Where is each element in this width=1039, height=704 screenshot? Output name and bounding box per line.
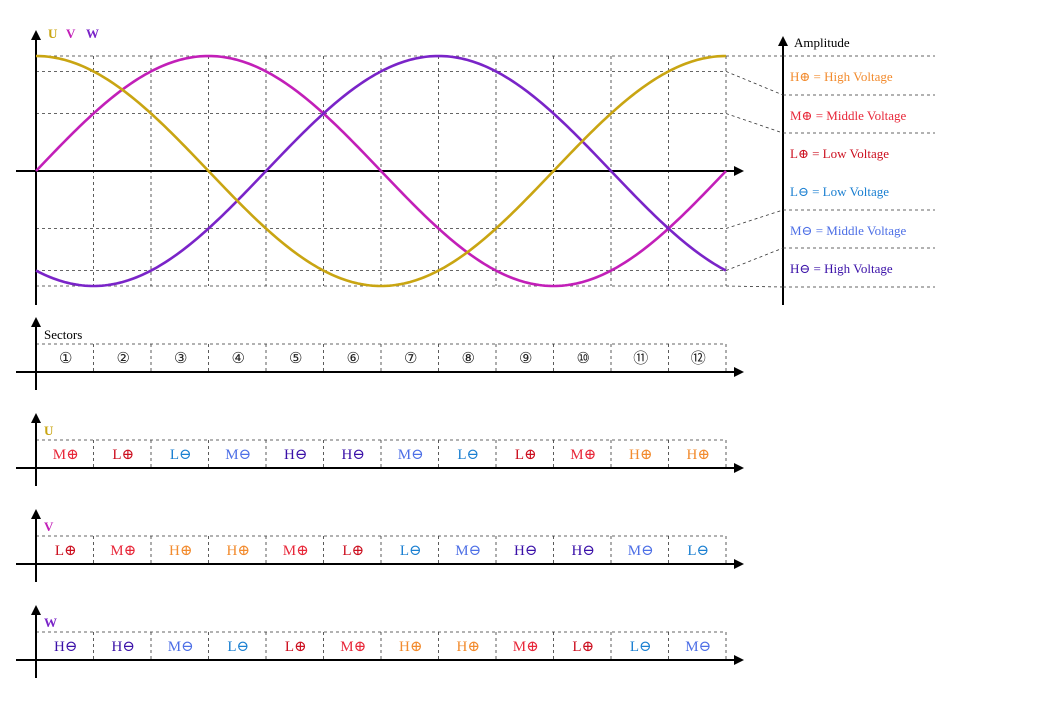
cell-10: M⊕ [570,447,596,463]
cell-8: ⑧ [462,351,475,367]
cell-11: ⑪ [633,350,648,367]
waveform-w [35,54,727,288]
cell-1: L⊕ [55,543,77,559]
legend-item-L-pos: L⊕ = Low Voltage [790,146,889,161]
cell-5: ⑤ [289,351,302,367]
legend-item-H-neg: H⊖ = High Voltage [790,261,893,276]
phase-row-label: W [44,615,57,630]
legend-item-H-pos: H⊕ = High Voltage [790,69,893,84]
cell-3: L⊖ [170,447,192,463]
amplitude-legend: H⊕ = High Voltage M⊕ = Middle Voltage L⊕ =… [725,55,935,288]
phase-label-w: W [86,26,99,41]
cell-5: H⊖ [284,447,307,463]
phase-row-label: V [44,519,54,534]
phase-row-w: H⊖ H⊖ M⊖ L⊖ L⊕ M⊕ H⊕ H⊕ M⊕ L⊕ L⊖ M⊖ W [16,605,744,678]
legend-connector [725,285,784,288]
waveform-v [35,54,727,288]
legend-connector [725,71,784,96]
sector-cells: ① ② ③ ④ ⑤ ⑥ ⑦ ⑧ ⑨ ⑩ ⑪ ⑫ [16,317,744,390]
cell-1: M⊕ [53,447,79,463]
cell-2: H⊖ [112,639,135,655]
cell-5: L⊕ [285,639,307,655]
waveform-curves [35,54,727,288]
cell-4: L⊖ [227,639,249,655]
legend-item-M-pos: M⊕ = Middle Voltage [790,108,907,123]
cell-1: ① [59,351,72,367]
cell-12: ⑫ [691,350,706,367]
cell-9: L⊕ [515,447,537,463]
cell-9: ⑨ [519,351,532,367]
cell-6: ⑥ [347,351,360,367]
cell-9: H⊖ [514,543,537,559]
cell-7: L⊖ [400,543,422,559]
cell-10: ⑩ [577,351,590,367]
legend-item-M-neg: M⊖ = Middle Voltage [790,223,907,238]
cell-8: M⊖ [455,543,481,559]
cell-11: H⊕ [629,447,652,463]
cell-4: M⊖ [225,447,251,463]
cell-11: M⊖ [628,543,654,559]
waveform-axes [16,30,788,305]
cell-11: L⊖ [630,639,652,655]
cell-10: L⊕ [572,639,594,655]
phase-label-v: V [66,26,76,41]
sectors-row: Sectors ① ② ③ ④ ⑤ ⑥ ⑦ ⑧ ⑨ ⑩ ⑪ ⑫ [16,317,744,390]
sectors-label: Sectors [44,327,82,342]
legend-connector [725,209,784,229]
cell-7: ⑦ [404,351,417,367]
legend-connector [725,247,784,271]
cell-10: H⊖ [572,543,595,559]
cell-12: H⊕ [687,447,710,463]
cell-3: H⊕ [169,543,192,559]
phase-row-label: U [44,423,54,438]
cell-8: L⊖ [457,447,479,463]
amplitude-scale: Amplitude H⊕ = High Voltage M⊕ = Middle V… [725,35,935,288]
legend-connector [725,113,784,134]
cell-2: M⊕ [110,543,136,559]
cell-6: H⊖ [342,447,365,463]
phase-state-rows: M⊕ L⊕ L⊖ M⊖ H⊖ H⊖ M⊖ L⊖ L⊕ M⊕ H⊕ H⊕UL⊕ M⊕ H⊕ H⊕ M⊕ L⊕ L⊖ M… [16,413,744,678]
waveform-u [35,54,727,288]
cell-3: ③ [174,351,187,367]
phase-label-u: U [48,26,58,41]
cell-6: L⊕ [342,543,364,559]
cell-3: M⊖ [168,639,194,655]
amplitude-label: Amplitude [794,35,850,50]
legend-item-L-neg: L⊖ = Low Voltage [790,184,889,199]
cell-12: L⊖ [687,543,709,559]
cell-2: L⊕ [112,447,134,463]
cell-2: ② [117,351,130,367]
phase-row-v: L⊕ M⊕ H⊕ H⊕ M⊕ L⊕ L⊖ M⊖ H⊖ H⊖ M⊖ L⊖ V [16,509,744,582]
cell-1: H⊖ [54,639,77,655]
cell-4: ④ [232,351,245,367]
cell-7: H⊕ [399,639,422,655]
cell-5: M⊕ [283,543,309,559]
cell-7: M⊖ [398,447,424,463]
cell-12: M⊖ [685,639,711,655]
waveform-chart: U V W Amplitude H⊕ = High Voltage M⊕ = Mi… [16,26,935,305]
sector-row-cells: ① ② ③ ④ ⑤ ⑥ ⑦ ⑧ ⑨ ⑩ ⑪ ⑫ [16,317,744,390]
phase-row-u: M⊕ L⊕ L⊖ M⊖ H⊖ H⊖ M⊖ L⊖ L⊕ M⊕ H⊕ H⊕ U [16,413,744,486]
cell-8: H⊕ [457,639,480,655]
cell-6: M⊕ [340,639,366,655]
phase-labels: U V W [48,26,99,41]
cell-9: M⊕ [513,639,539,655]
cell-4: H⊕ [227,543,250,559]
